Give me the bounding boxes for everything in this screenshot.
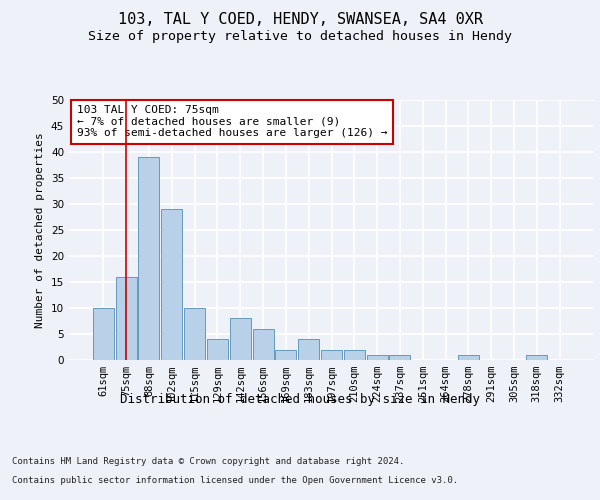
Text: Contains public sector information licensed under the Open Government Licence v3: Contains public sector information licen… [12,476,458,485]
Bar [389,355,410,360]
Bar [230,318,251,360]
Bar [116,277,137,360]
Bar [367,355,388,360]
Bar [458,355,479,360]
Text: 103, TAL Y COED, HENDY, SWANSEA, SA4 0XR: 103, TAL Y COED, HENDY, SWANSEA, SA4 0XR [118,12,482,28]
Text: Contains HM Land Registry data © Crown copyright and database right 2024.: Contains HM Land Registry data © Crown c… [12,458,404,466]
Bar [321,350,342,360]
Y-axis label: Number of detached properties: Number of detached properties [35,132,46,328]
Bar [93,308,114,360]
Bar [526,355,547,360]
Text: 103 TAL Y COED: 75sqm
← 7% of detached houses are smaller (9)
93% of semi-detach: 103 TAL Y COED: 75sqm ← 7% of detached h… [77,105,388,138]
Bar [344,350,365,360]
Bar [207,339,228,360]
Text: Distribution of detached houses by size in Hendy: Distribution of detached houses by size … [120,392,480,406]
Text: Size of property relative to detached houses in Hendy: Size of property relative to detached ho… [88,30,512,43]
Bar [298,339,319,360]
Bar [275,350,296,360]
Bar [161,209,182,360]
Bar [139,157,160,360]
Bar [184,308,205,360]
Bar [253,329,274,360]
